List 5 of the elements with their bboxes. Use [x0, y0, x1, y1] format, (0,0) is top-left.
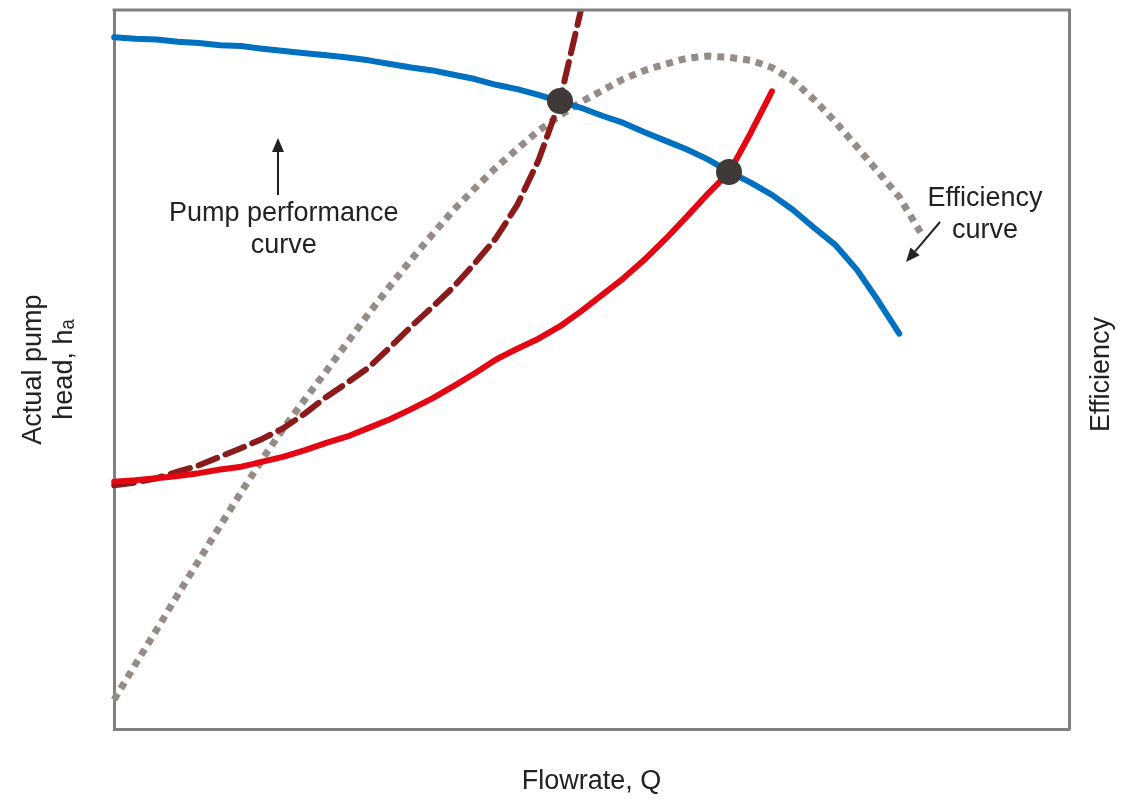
annotation: Efficiency curve: [927, 181, 1043, 246]
y2-axis-title: Efficiency: [1084, 317, 1116, 433]
y-axis-title: Actual pump head, hₐ: [16, 294, 79, 445]
x-axis-title: Flowrate, Q: [521, 765, 662, 796]
annotation: Pump performance curve: [169, 196, 399, 261]
